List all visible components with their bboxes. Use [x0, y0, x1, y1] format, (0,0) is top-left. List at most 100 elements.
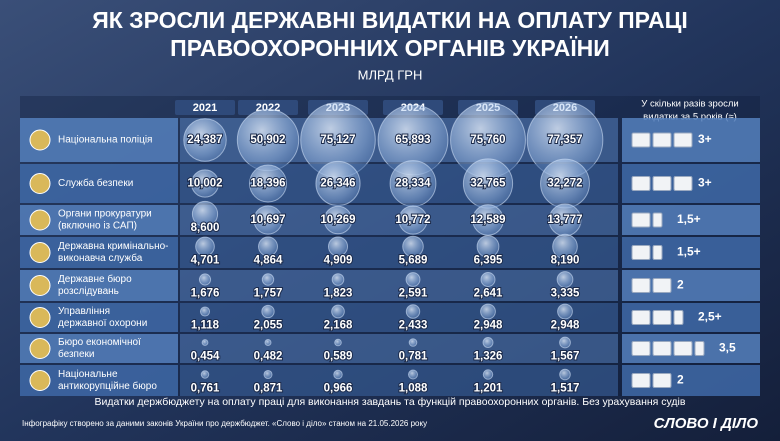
row-data-bg: [180, 270, 618, 301]
growth-bill: [652, 341, 672, 356]
subtitle: МЛРД ГРН: [358, 67, 423, 82]
value-label: 5,689: [399, 255, 428, 267]
value-label: 1,201: [474, 383, 503, 395]
growth-bill: [673, 176, 693, 191]
value-label: 2,055: [254, 320, 283, 332]
logo: СЛОВО І ДІЛО: [654, 415, 759, 432]
growth-label: 2,5+: [698, 310, 722, 324]
growth-bill: [652, 245, 663, 260]
bubble: [402, 235, 424, 258]
bubble: [327, 236, 349, 257]
value-label: 2,168: [324, 320, 353, 332]
value-label: 0,871: [254, 383, 283, 395]
row-label: Національне: [58, 369, 118, 380]
value-label: 50,902: [250, 134, 285, 146]
value-label: 65,893: [395, 134, 430, 146]
value-label: 0,454: [191, 351, 220, 363]
value-label: 10,002: [187, 178, 222, 190]
bubble: [249, 164, 287, 203]
growth-bill: [631, 373, 651, 388]
row-data-bg: [180, 365, 618, 396]
value-label: 10,697: [250, 214, 285, 226]
year-header-bg: [238, 100, 298, 115]
value-label: 28,334: [395, 178, 431, 190]
row-data-bg: [180, 237, 618, 268]
row-icon: [29, 275, 51, 296]
value-label: 6,395: [474, 255, 503, 267]
growth-label: 2: [677, 278, 684, 292]
value-label: 10,269: [320, 214, 355, 226]
row-label: антикорупційне бюро: [58, 380, 157, 392]
bubble: [405, 272, 421, 287]
bubble: [253, 205, 283, 235]
bubble: [264, 339, 272, 346]
bubble: [183, 118, 227, 162]
bubble: [191, 200, 219, 228]
bubble: [408, 369, 418, 380]
value-label: 12,589: [470, 214, 505, 226]
value-label: 8,190: [551, 255, 580, 267]
value-label: 18,396: [250, 178, 285, 190]
value-label: 1,823: [324, 288, 353, 300]
source: Інфографіку створено за даними законів У…: [22, 419, 427, 428]
growth-bill: [652, 212, 663, 228]
bubble: [201, 339, 209, 346]
bubble: [552, 233, 578, 260]
bubble: [476, 235, 500, 258]
value-label: 0,781: [399, 351, 428, 363]
bubble: [258, 236, 278, 257]
row-icon: [29, 307, 51, 328]
growth-header: У скільки разів зросли: [641, 99, 738, 110]
value-label: 0,761: [191, 383, 220, 395]
bubble: [331, 304, 345, 319]
value-label: 0,966: [324, 383, 353, 395]
value-label: 1,118: [191, 320, 220, 332]
growth-bill: [652, 132, 672, 148]
growth-label: 3,5: [719, 341, 736, 355]
value-label: 4,701: [191, 255, 220, 267]
growth-bill: [652, 278, 672, 293]
value-label: 3,335: [551, 288, 580, 300]
growth-bill: [673, 341, 693, 356]
growth-bill: [694, 341, 705, 356]
bubble: [482, 369, 494, 380]
value-label: 1,757: [254, 288, 283, 300]
row-label: безпеки: [58, 348, 94, 360]
value-label: 1,326: [474, 351, 503, 363]
value-label: 13,777: [547, 214, 582, 226]
value-label: 32,765: [470, 178, 506, 190]
bubble: [334, 338, 342, 347]
title-line: ПРАВООХОРОННИХ ОРГАНІВ УКРАЇНИ: [170, 35, 610, 61]
bubble: [482, 337, 494, 348]
value-label: 2,948: [551, 320, 580, 332]
value-label: 10,772: [395, 214, 430, 226]
bubble: [198, 273, 212, 286]
value-label: 24,387: [187, 134, 222, 146]
bubble: [559, 336, 571, 349]
row-icon: [29, 173, 51, 194]
title-line: ЯК ЗРОСЛИ ДЕРЖАВНІ ВИДАТКИ НА ОПЛАТУ ПРА…: [92, 7, 688, 33]
growth-bill: [631, 245, 651, 260]
bubble: [556, 271, 574, 288]
bubble: [190, 169, 220, 198]
bubble: [195, 236, 215, 257]
row-icon: [29, 242, 51, 263]
value-label: 1,088: [399, 383, 428, 395]
bubble: [398, 205, 428, 235]
row-icon: [29, 370, 51, 391]
growth-label: 3+: [698, 132, 712, 146]
value-label: 2,641: [474, 288, 503, 300]
value-label: 8,600: [191, 222, 220, 234]
bubble: [559, 368, 571, 381]
row-icon: [29, 209, 51, 231]
growth-bill: [631, 341, 651, 356]
row-label: Управління: [58, 306, 110, 317]
growth-bill: [631, 278, 651, 293]
value-label: 75,127: [320, 134, 355, 146]
growth-label: 3+: [698, 176, 712, 190]
growth-label: 2: [677, 373, 684, 387]
value-label: 2,591: [399, 288, 428, 300]
value-label: 32,272: [547, 178, 582, 190]
row-label: Бюро економічної: [58, 337, 141, 348]
